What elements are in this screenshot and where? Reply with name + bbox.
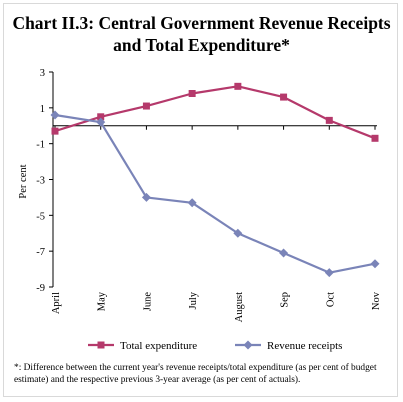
revenue-receipts-point bbox=[96, 117, 106, 127]
chart-title-line-2: and Total Expenditure* bbox=[113, 35, 290, 55]
y-tick-label: -1 bbox=[36, 140, 45, 151]
legend-revenue-receipts-label: Revenue receipts bbox=[267, 340, 342, 352]
legend-revenue-receipts-marker bbox=[243, 340, 253, 350]
revenue-receipts-point bbox=[233, 228, 243, 238]
x-tick-label: June bbox=[142, 292, 153, 312]
total-expenditure-point bbox=[280, 93, 288, 101]
x-tick-label: Sep bbox=[280, 292, 291, 308]
chart-title-line-1: Chart II.3: Central Government Revenue R… bbox=[12, 13, 391, 33]
revenue-receipts-line bbox=[54, 113, 376, 274]
chart-title: Chart II.3: Central Government Revenue R… bbox=[0, 12, 403, 56]
total-expenditure-point bbox=[188, 90, 196, 97]
y-tick-label: -7 bbox=[36, 247, 45, 258]
revenue-receipts-point bbox=[50, 110, 60, 120]
revenue-receipts-point bbox=[141, 192, 151, 202]
x-tick-label: April bbox=[51, 292, 62, 314]
total-expenditure-point bbox=[51, 127, 59, 135]
x-tick-label: May bbox=[97, 291, 108, 311]
total-expenditure-line bbox=[54, 85, 376, 140]
revenue-receipts-point bbox=[187, 198, 197, 208]
revenue-receipts-point bbox=[324, 268, 334, 278]
x-tick-label: Oct bbox=[325, 292, 336, 307]
x-tick-label: Nov bbox=[371, 291, 382, 310]
y-tick-label: -9 bbox=[36, 283, 45, 294]
y-tick-label: 1 bbox=[40, 104, 45, 115]
x-tick-label: August bbox=[234, 292, 245, 322]
legend-total-expenditure-label: Total expenditure bbox=[120, 340, 197, 352]
total-expenditure-point bbox=[325, 116, 333, 124]
total-expenditure-point bbox=[97, 113, 105, 121]
y-tick-label: 3 bbox=[40, 68, 45, 79]
chart-frame bbox=[3, 3, 398, 397]
total-expenditure-point bbox=[142, 102, 150, 110]
y-axis-label: Per cent bbox=[18, 164, 29, 198]
total-expenditure-point bbox=[234, 82, 242, 90]
x-tick-label: July bbox=[188, 291, 199, 309]
revenue-receipts-point bbox=[370, 259, 380, 269]
revenue-receipts-point bbox=[279, 248, 289, 258]
legend-total-expenditure-marker bbox=[97, 341, 105, 349]
y-tick-label: -5 bbox=[36, 211, 45, 222]
y-tick-label: -3 bbox=[36, 176, 45, 187]
footnote: *: Difference between the current year's… bbox=[14, 363, 377, 385]
total-expenditure-point bbox=[371, 134, 379, 142]
